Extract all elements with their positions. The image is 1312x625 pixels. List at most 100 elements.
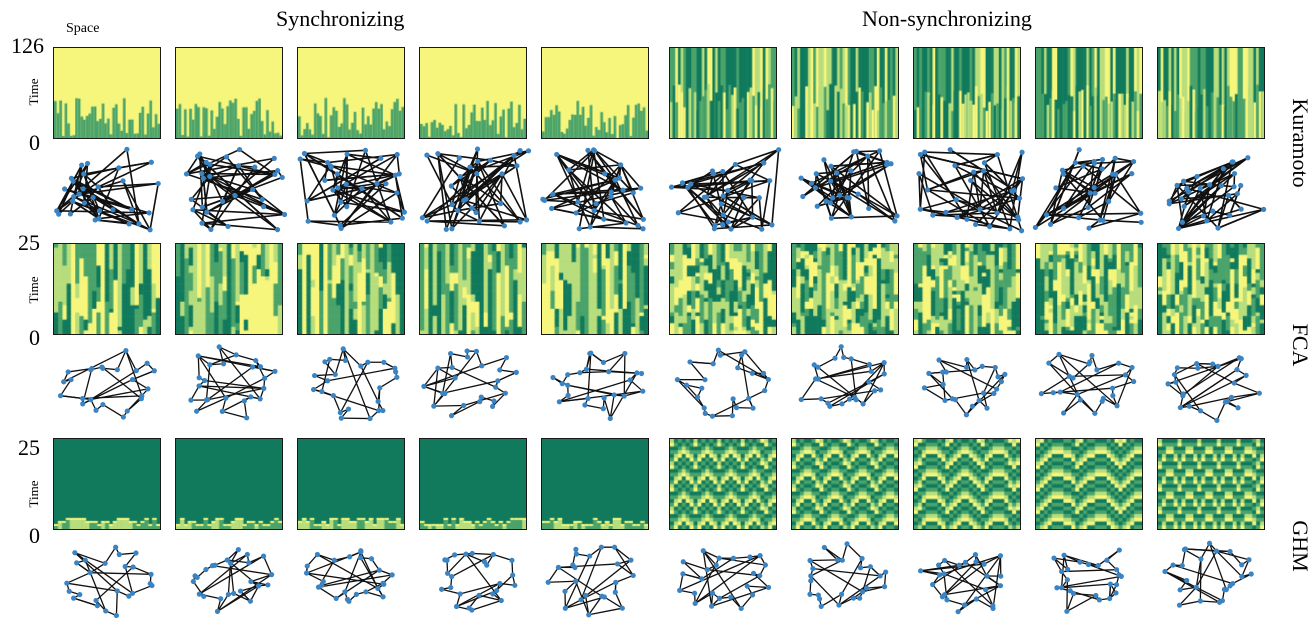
network-edge bbox=[1216, 401, 1226, 421]
network-node bbox=[1178, 196, 1184, 202]
network-node bbox=[498, 200, 504, 207]
network-edge bbox=[705, 163, 736, 198]
network-edge bbox=[74, 552, 106, 564]
network-node bbox=[1064, 608, 1070, 614]
network-node bbox=[844, 541, 850, 547]
network-edge bbox=[1072, 363, 1090, 379]
network-node bbox=[342, 357, 348, 363]
network-node bbox=[942, 397, 948, 404]
network-node bbox=[798, 175, 804, 181]
network-node bbox=[961, 602, 968, 608]
network-node bbox=[612, 589, 618, 595]
network-node bbox=[310, 386, 317, 393]
network-node bbox=[335, 185, 341, 191]
network-edge bbox=[1225, 392, 1260, 403]
network-node bbox=[892, 218, 898, 224]
network-edge bbox=[360, 365, 379, 402]
network-node bbox=[375, 398, 381, 405]
network-node bbox=[818, 396, 824, 402]
network-node bbox=[88, 367, 94, 373]
network-edge bbox=[1066, 594, 1097, 612]
network-edge bbox=[548, 580, 576, 583]
network-node bbox=[1032, 224, 1038, 231]
network-node bbox=[72, 550, 78, 556]
network-node bbox=[456, 155, 462, 161]
network-edge bbox=[928, 369, 975, 375]
network-node bbox=[1246, 557, 1252, 563]
network-node bbox=[1064, 577, 1070, 583]
network-node bbox=[1131, 378, 1137, 385]
network-node bbox=[304, 198, 310, 204]
network-edge bbox=[58, 200, 74, 215]
network-edge bbox=[1216, 550, 1243, 578]
network-node bbox=[1180, 393, 1186, 399]
network-edge bbox=[970, 179, 1020, 221]
network-node bbox=[1059, 568, 1065, 575]
network-node bbox=[943, 209, 949, 215]
network-node bbox=[1174, 365, 1181, 371]
network-edge bbox=[802, 150, 857, 198]
network-edge bbox=[1229, 551, 1243, 566]
network-node bbox=[80, 401, 86, 407]
network-node bbox=[936, 562, 942, 568]
network-edge bbox=[451, 401, 481, 417]
network-node bbox=[123, 347, 129, 354]
network-edge bbox=[679, 573, 684, 591]
network-edge bbox=[1196, 362, 1213, 365]
network-node bbox=[936, 357, 942, 363]
network-node bbox=[968, 177, 974, 184]
network-edge bbox=[423, 385, 443, 394]
network-node bbox=[930, 581, 936, 588]
network-edge bbox=[568, 149, 595, 171]
network-node bbox=[358, 363, 364, 369]
network-edge bbox=[333, 187, 363, 216]
network-edge bbox=[1116, 367, 1133, 407]
network-node bbox=[148, 159, 154, 165]
network-edge bbox=[932, 212, 998, 216]
network-node bbox=[747, 554, 753, 560]
network-node bbox=[190, 207, 196, 213]
network-node bbox=[836, 602, 842, 608]
network-edge bbox=[771, 149, 780, 225]
network-node bbox=[201, 377, 208, 384]
ghm-heatmap-8 bbox=[913, 438, 1021, 530]
network-edge bbox=[683, 561, 708, 571]
network-node bbox=[953, 197, 959, 203]
network-edge bbox=[1197, 365, 1219, 369]
space-axis-label: Space bbox=[66, 21, 100, 36]
network-node bbox=[981, 160, 988, 166]
network-node bbox=[1114, 403, 1120, 409]
network-node bbox=[457, 591, 463, 597]
network-node bbox=[993, 386, 1000, 392]
network-edge bbox=[1186, 161, 1233, 190]
kuramoto-network-6 bbox=[665, 145, 785, 235]
network-edge bbox=[477, 161, 521, 223]
network-node bbox=[601, 216, 607, 222]
network-node bbox=[828, 215, 835, 221]
network-edge bbox=[116, 350, 127, 370]
network-edge bbox=[493, 553, 513, 561]
network-node bbox=[1067, 588, 1073, 594]
network-node bbox=[828, 178, 834, 184]
network-edge bbox=[687, 186, 732, 230]
network-node bbox=[376, 567, 382, 573]
network-node bbox=[491, 398, 497, 404]
network-node bbox=[815, 364, 821, 370]
network-node bbox=[550, 374, 556, 381]
network-node bbox=[717, 352, 723, 358]
network-edge bbox=[827, 381, 870, 404]
network-edge bbox=[702, 550, 713, 607]
network-node bbox=[219, 198, 226, 204]
network-node bbox=[586, 612, 592, 618]
network-node bbox=[730, 396, 736, 402]
network-node bbox=[1107, 595, 1113, 602]
network-edge bbox=[610, 196, 627, 224]
network-node bbox=[749, 592, 756, 598]
network-edge bbox=[730, 197, 745, 230]
network-edge bbox=[1182, 357, 1240, 395]
network-node bbox=[808, 180, 815, 186]
network-edge bbox=[437, 153, 448, 230]
network-edge bbox=[365, 582, 384, 593]
network-node bbox=[1214, 417, 1220, 424]
network-node bbox=[219, 408, 225, 414]
